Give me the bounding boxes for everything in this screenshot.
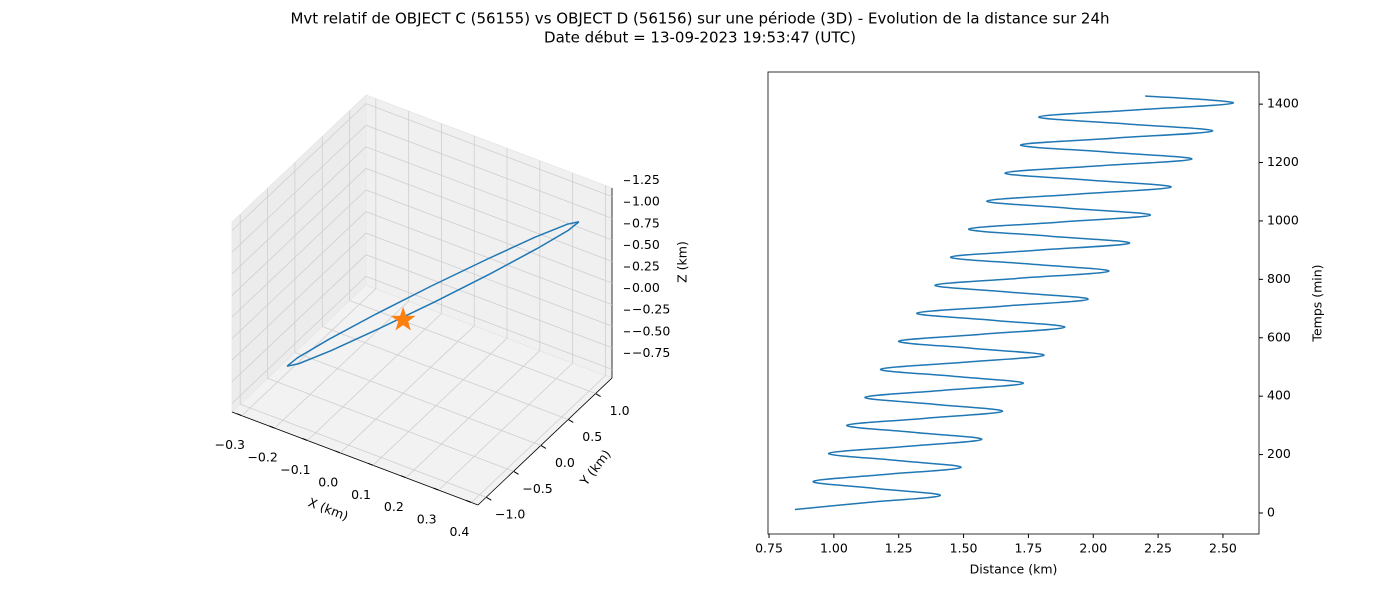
- y-tick-label: 0.0: [555, 455, 575, 470]
- grid-line: [365, 232, 613, 327]
- y-tick-label: 200: [1267, 446, 1291, 461]
- star-marker: [390, 306, 416, 331]
- figure-subtitle: Date début = 13-09-2023 19:53:47 (UTC): [544, 29, 856, 47]
- y-tick: [595, 393, 601, 397]
- y-tick: [567, 419, 574, 423]
- z-axis-label: Z (km): [675, 241, 690, 283]
- plot-area: [767, 71, 1260, 535]
- trajectory-line: [286, 221, 580, 367]
- grid-line: [267, 377, 514, 472]
- x-tick-label: 1.25: [885, 541, 913, 556]
- x-tick-label: 0.2: [384, 499, 404, 514]
- grid-line: [231, 211, 367, 339]
- grid-line: [365, 168, 613, 262]
- y-tick-label: −1.0: [495, 507, 525, 522]
- grid-line: [307, 313, 442, 441]
- x-tick-label: 2.25: [1144, 541, 1172, 556]
- z-tick-label: −0.75: [632, 345, 670, 360]
- grid-line: [365, 254, 613, 349]
- grid-line: [294, 352, 542, 446]
- x-tick-label: −0.1: [280, 462, 310, 477]
- x-tick-label: 1.50: [950, 541, 978, 556]
- y-tick: [540, 444, 547, 449]
- y-tick-label: 0.5: [582, 429, 602, 444]
- grid-line: [365, 275, 613, 370]
- x-tick-label: 2.00: [1079, 541, 1107, 556]
- x-tick: [400, 475, 407, 479]
- grid-line: [231, 276, 367, 404]
- x-tick-label: 1.00: [820, 541, 848, 556]
- x-tick: [335, 450, 341, 454]
- x-tick: [236, 413, 243, 417]
- y-tick-label: 1.0: [610, 403, 630, 418]
- grid-line: [365, 189, 613, 284]
- grid-line: [274, 300, 409, 429]
- x-tick-label: 0.75: [755, 541, 783, 556]
- z-tick-label: 1.00: [632, 194, 660, 209]
- z-tick-label: −0.50: [632, 323, 670, 338]
- grid-line: [365, 124, 613, 219]
- x-tick-label: 0.1: [351, 487, 371, 502]
- y-tick-label: 400: [1267, 388, 1291, 403]
- y-tick-label: 1200: [1267, 154, 1299, 169]
- y-tick-label: 1000: [1267, 212, 1299, 227]
- x-tick-label: 0.0: [318, 474, 338, 489]
- grid-line: [231, 254, 367, 383]
- z-tick-label: 0.50: [632, 237, 660, 252]
- z-tick-label: 0.25: [632, 259, 660, 274]
- grid-line: [438, 362, 573, 491]
- x-tick: [302, 438, 308, 441]
- y-tick-label: 600: [1267, 329, 1291, 344]
- y-tick-label: 1400: [1267, 96, 1299, 111]
- x-tick-label: 1.75: [1014, 541, 1042, 556]
- grid-line: [365, 103, 613, 198]
- y-tick-label: 800: [1267, 271, 1291, 286]
- grid-line: [231, 103, 367, 231]
- z-tick-label: 1.25: [632, 172, 660, 187]
- grid-line: [322, 326, 569, 420]
- z-tick-label: −0.25: [632, 302, 670, 317]
- grid-line: [231, 189, 367, 318]
- y-tick-label: 0: [1267, 504, 1275, 519]
- z-tick-label: 0.00: [632, 280, 660, 295]
- x-tick-label: 0.4: [449, 524, 469, 539]
- y-tick: [513, 470, 519, 475]
- x-tick-label: −0.3: [215, 437, 245, 452]
- grid-line: [349, 300, 596, 394]
- figure-title: Mvt relatif de OBJECT C (56155) vs OBJEC…: [290, 10, 1109, 28]
- grid-line: [240, 403, 487, 498]
- x-tick: [367, 462, 374, 466]
- x-axis-label: Distance (km): [970, 562, 1058, 577]
- grid-line: [231, 232, 367, 361]
- y-tick: [485, 496, 492, 501]
- z-tick-label: 0.75: [632, 215, 660, 230]
- grid-line: [339, 325, 475, 454]
- grid-line: [372, 338, 508, 466]
- x-tick: [433, 487, 439, 491]
- x-tick-label: 2.50: [1209, 541, 1237, 556]
- y-axis-label: Temps (min): [1310, 264, 1325, 342]
- grid-line: [405, 350, 541, 479]
- y-tick-label: −0.5: [522, 481, 552, 496]
- grid-line: [241, 288, 377, 417]
- distance-line: [794, 95, 1235, 511]
- x-tick-label: 0.3: [417, 512, 437, 527]
- grid-line: [365, 146, 613, 241]
- x-tick: [269, 425, 275, 429]
- grid-line: [471, 375, 606, 503]
- grid-line: [231, 168, 367, 296]
- axis-line: [477, 377, 613, 506]
- x-tick: [466, 500, 472, 503]
- grid-line: [231, 146, 367, 275]
- grid-line: [231, 124, 367, 253]
- x-tick-label: −0.2: [247, 450, 277, 465]
